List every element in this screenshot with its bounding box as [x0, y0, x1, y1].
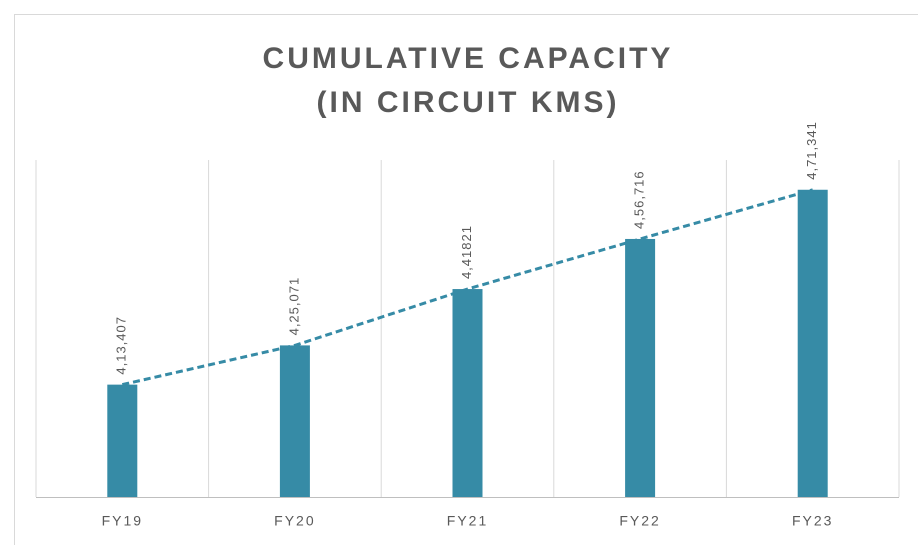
data-label: 4,25,071: [286, 277, 301, 336]
bar: [798, 190, 828, 497]
x-tick-label: FY23: [792, 513, 833, 529]
bar: [453, 289, 483, 497]
data-label: 4,13,407: [114, 316, 129, 375]
data-label: 4,41821: [459, 225, 474, 279]
data-label: 4,71,341: [804, 121, 819, 180]
x-tick-label: FY20: [274, 513, 315, 529]
x-tick-label: FY22: [619, 513, 660, 529]
bar: [280, 345, 310, 497]
chart-title: (IN CIRCUIT KMS): [317, 86, 620, 119]
x-tick-label: FY19: [102, 513, 143, 529]
chart-title: CUMULATIVE CAPACITY: [263, 42, 674, 75]
x-tick-label: FY21: [447, 513, 488, 529]
bar: [107, 385, 137, 497]
data-label: 4,56,716: [632, 170, 647, 229]
bar: [625, 239, 655, 497]
